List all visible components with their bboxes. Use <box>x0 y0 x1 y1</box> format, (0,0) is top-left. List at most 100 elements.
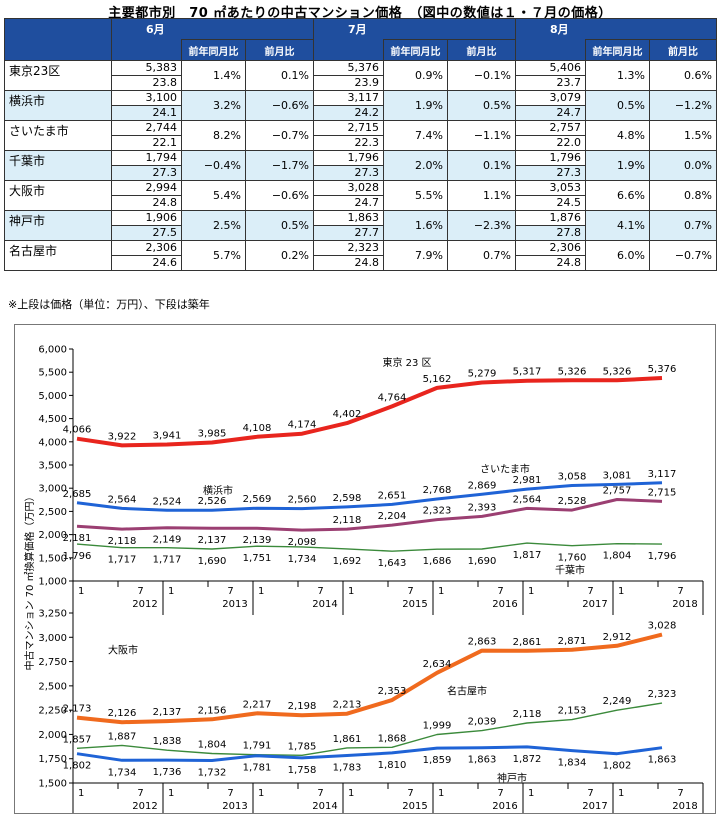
mom-header: 前月比 <box>245 39 314 61</box>
data-label: 1,785 <box>288 741 317 752</box>
data-label: 2,198 <box>288 701 317 712</box>
data-label: 2,098 <box>288 537 317 548</box>
series-line <box>76 498 663 532</box>
table-mom: 0.1% <box>245 60 314 91</box>
table-yoy: 4.8% <box>585 120 650 151</box>
data-label: 2,861 <box>513 637 542 648</box>
data-label: 5,326 <box>603 366 632 377</box>
y-axis-title: 中古マンション 70 ㎡換算価格（万円） <box>23 491 36 670</box>
year-label: 2015 <box>402 599 427 610</box>
data-label: 1,732 <box>198 767 227 778</box>
series-line <box>76 481 663 512</box>
year-label: 2012 <box>132 801 157 812</box>
x-tick-label: 7 <box>587 586 593 597</box>
table-price: 2,744 <box>111 120 182 136</box>
y-tick-label: 1,500 <box>38 553 67 564</box>
series-label: 横浜市 <box>203 484 233 497</box>
mom-header: 前月比 <box>649 39 717 61</box>
table-price: 3,100 <box>111 90 182 106</box>
table-price: 2,323 <box>313 240 384 256</box>
data-label: 1,690 <box>468 556 497 567</box>
series-label: 神戸市 <box>497 772 527 785</box>
year-label: 2017 <box>582 801 607 812</box>
year-label: 2017 <box>582 599 607 610</box>
year-label: 2018 <box>672 801 697 812</box>
data-label: 5,162 <box>423 374 452 385</box>
data-label: 2,768 <box>423 485 452 496</box>
table-mom: −1.1% <box>447 120 516 151</box>
table-yoy: 1.4% <box>181 60 246 91</box>
mom-header: 前月比 <box>447 39 516 61</box>
year-label: 2014 <box>312 599 337 610</box>
data-label: 4,764 <box>378 392 407 403</box>
data-label: 2,149 <box>153 535 182 546</box>
table-age: 22.0 <box>515 135 586 151</box>
page-title: 主要都市別 70 ㎡あたりの中古マンション価格 （図中の数値は１・７月の価格） <box>108 6 612 21</box>
y-tick-label: 2,000 <box>38 730 67 741</box>
y-tick-label: 4,500 <box>38 414 67 425</box>
data-label: 1,863 <box>648 755 677 766</box>
series-label: 名古屋市 <box>447 685 487 698</box>
y-tick-label: 2,250 <box>38 706 67 717</box>
table-city: さいたま市 <box>4 120 112 151</box>
table-mom: 0.5% <box>245 210 314 241</box>
table-yoy: 1.9% <box>585 150 650 181</box>
table-age: 24.7 <box>515 105 586 121</box>
table-city: 千葉市 <box>4 150 112 181</box>
data-label: 2,213 <box>333 700 362 711</box>
series-line <box>76 632 663 725</box>
data-label: 1,760 <box>558 553 587 564</box>
data-label: 2,685 <box>63 489 92 500</box>
data-label: 2,981 <box>513 475 542 486</box>
series-line <box>76 542 663 552</box>
data-label: 1,734 <box>108 767 137 778</box>
data-label: 2,323 <box>648 689 677 700</box>
x-tick-label: 7 <box>587 788 593 799</box>
data-label: 1,999 <box>423 721 452 732</box>
x-tick-label: 1 <box>618 788 624 799</box>
table-yoy: 6.6% <box>585 180 650 211</box>
series-line <box>76 745 663 762</box>
y-tick-label: 3,000 <box>38 633 67 644</box>
series-label: 東京 23 区 <box>382 356 431 369</box>
series-line <box>76 376 663 448</box>
data-label: 4,066 <box>63 425 92 436</box>
x-tick-label: 1 <box>438 788 444 799</box>
data-label: 2,564 <box>108 494 137 505</box>
month-header: 6月 <box>111 18 314 40</box>
price-table: 6月 7月 8月 前年同月比 前月比 前年同月比 前月比 前年同月比 前月比 東… <box>4 18 717 271</box>
data-label: 2,156 <box>198 705 227 716</box>
table-city: 東京23区 <box>4 60 112 91</box>
x-tick-label: 7 <box>137 788 143 799</box>
yoy-header: 前年同月比 <box>585 39 650 61</box>
data-label: 3,922 <box>108 431 137 442</box>
x-tick-label: 7 <box>227 586 233 597</box>
data-label: 2,137 <box>198 535 227 546</box>
data-label: 2,118 <box>333 515 362 526</box>
year-label: 2013 <box>222 599 247 610</box>
table-city: 大阪市 <box>4 180 112 211</box>
table-yoy: 1.9% <box>383 90 448 121</box>
series-label: 大阪市 <box>108 644 138 657</box>
data-label: 2,181 <box>63 533 92 544</box>
table-yoy: 5.5% <box>383 180 448 211</box>
data-label: 2,353 <box>378 686 407 697</box>
data-label: 1,861 <box>333 734 362 745</box>
table-age: 24.6 <box>111 255 182 271</box>
x-tick-label: 7 <box>497 586 503 597</box>
table-note: ※上段は価格（単位：万円）、下段は築年 <box>8 298 210 311</box>
header-blank <box>111 39 182 61</box>
data-label: 1,796 <box>63 551 92 562</box>
year-label: 2018 <box>672 599 697 610</box>
x-tick-label: 7 <box>677 788 683 799</box>
data-label: 2,598 <box>333 493 362 504</box>
table-age: 24.2 <box>313 105 384 121</box>
table-yoy: 1.6% <box>383 210 448 241</box>
table-yoy: 0.9% <box>383 60 448 91</box>
data-label: 4,108 <box>243 423 272 434</box>
y-tick-label: 2,750 <box>38 657 67 668</box>
data-label: 3,081 <box>603 470 632 481</box>
table-age: 27.8 <box>515 225 586 241</box>
y-tick-label: 1,750 <box>38 754 67 765</box>
table-price: 3,079 <box>515 90 586 106</box>
